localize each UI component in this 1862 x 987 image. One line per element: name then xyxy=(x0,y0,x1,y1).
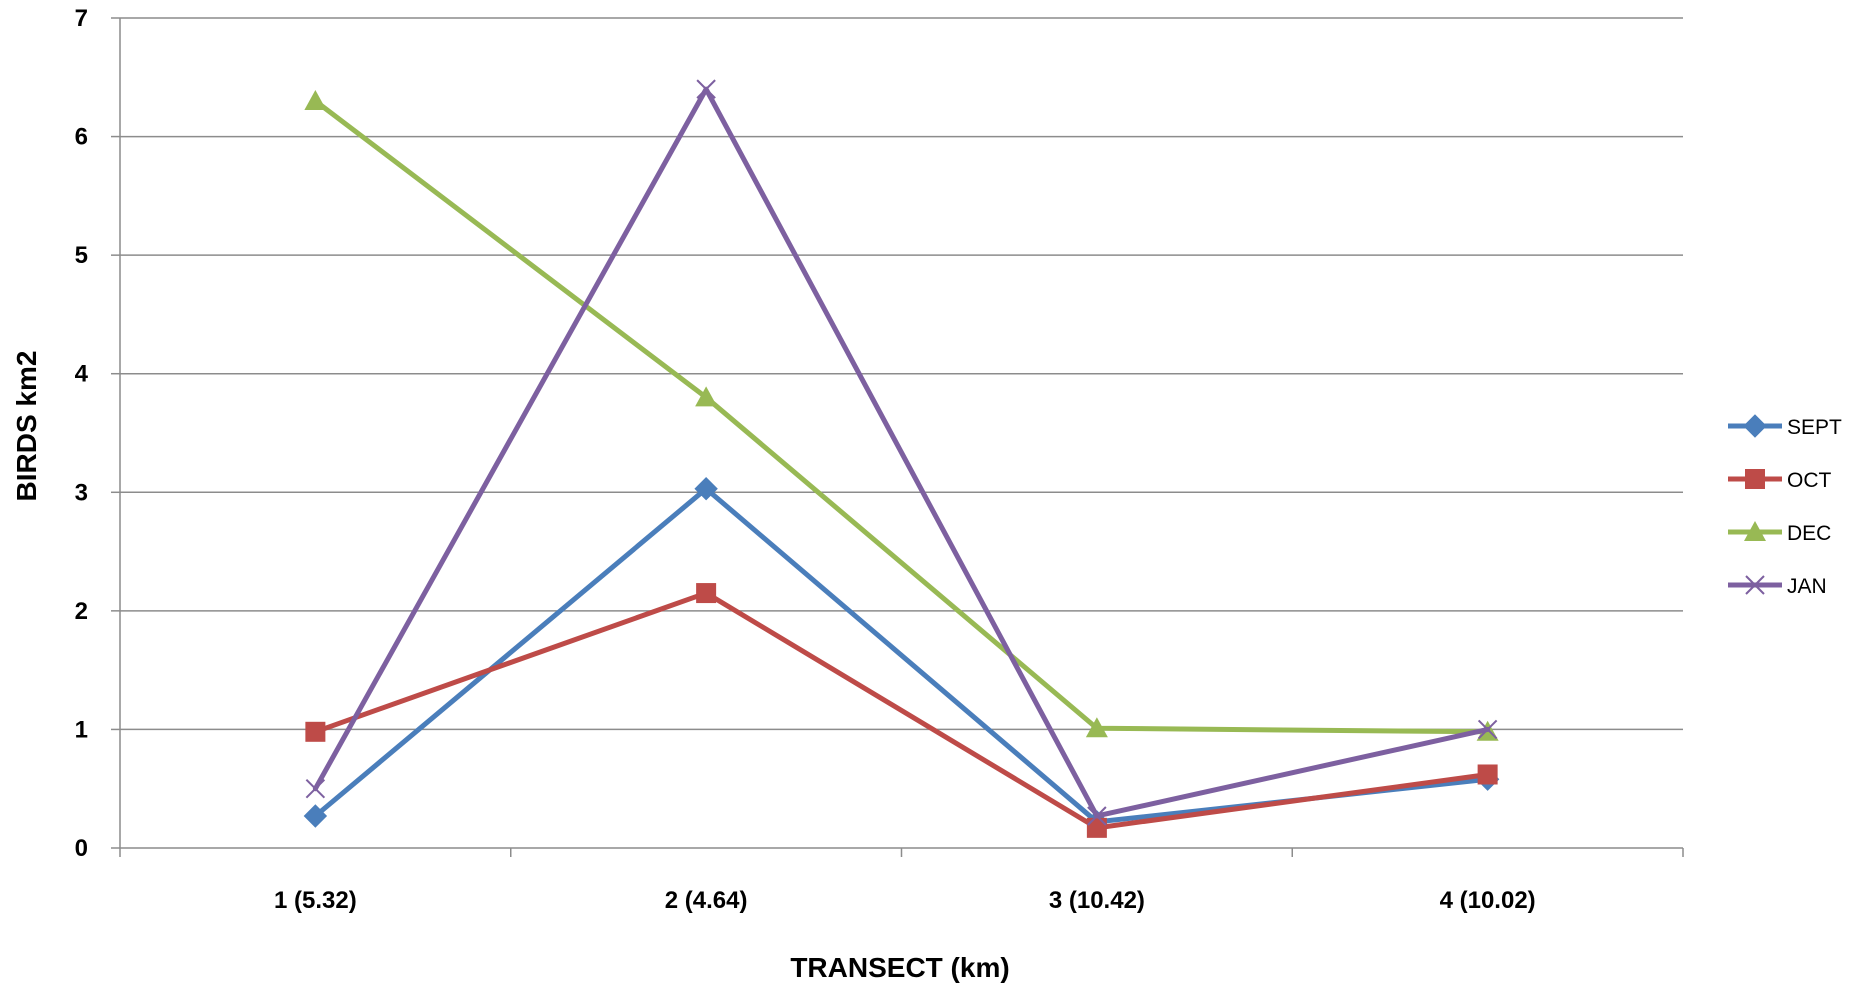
x-axis-title: TRANSECT (km) xyxy=(790,952,1009,983)
y-tick-label: 6 xyxy=(75,124,88,151)
y-tick-label: 4 xyxy=(75,361,89,388)
point-jan-3 xyxy=(1087,806,1107,826)
legend-label: DEC xyxy=(1787,522,1831,545)
point-sept-1 xyxy=(303,804,328,828)
point-oct-4 xyxy=(1477,764,1498,785)
series-jan xyxy=(305,79,1498,826)
point-jan-1-stroke-b xyxy=(305,779,326,799)
point-sept-2 xyxy=(694,477,718,501)
point-jan-2 xyxy=(696,79,716,99)
series-line-oct xyxy=(312,590,1491,831)
point-jan-2-stroke-b xyxy=(696,79,716,99)
point-jan-4-stroke-b xyxy=(1477,719,1498,740)
y-tick-label: 3 xyxy=(75,479,88,506)
series-dec xyxy=(304,90,1499,741)
series-oct xyxy=(305,583,1498,838)
point-jan-3-stroke-b xyxy=(1087,806,1107,826)
series-line-dec xyxy=(312,98,1491,735)
x-tick-label: 4 (10.02) xyxy=(1440,887,1536,914)
point-jan-1 xyxy=(305,779,326,799)
legend-marker-oct xyxy=(1745,469,1765,489)
x-tick-label: 1 (5.32) xyxy=(274,887,357,914)
legend-item-oct: OCT xyxy=(1728,469,1832,492)
series-layer xyxy=(303,79,1500,838)
x-tick-label: 3 (10.42) xyxy=(1049,887,1145,914)
legend-label: OCT xyxy=(1787,469,1832,492)
legend-marker-jan-stroke-b xyxy=(1745,575,1765,595)
legend: SEPT OCT DEC JAN xyxy=(1728,414,1842,598)
series-sept xyxy=(303,477,1500,834)
point-dec-1 xyxy=(304,90,327,110)
legend-marker-dec xyxy=(1744,521,1766,541)
legend-marker-jan xyxy=(1745,575,1765,595)
y-tick-label: 0 xyxy=(75,835,88,862)
y-tick-labels: 0 1 2 3 4 5 6 7 xyxy=(75,5,89,862)
y-axis-title: BIRDS km2 xyxy=(11,351,42,502)
series-line-jan xyxy=(312,86,1491,819)
point-oct-1 xyxy=(305,721,326,742)
legend-item-sept: SEPT xyxy=(1728,414,1842,439)
y-tick-label: 1 xyxy=(75,716,88,743)
x-tick-label: 2 (4.64) xyxy=(665,887,748,914)
point-dec-2 xyxy=(695,386,718,407)
legend-item-jan: JAN xyxy=(1728,575,1827,598)
point-dec-3 xyxy=(1085,717,1108,738)
point-oct-3 xyxy=(1086,817,1107,838)
y-tick-label: 5 xyxy=(75,242,88,269)
point-oct-2 xyxy=(696,583,717,604)
legend-item-dec: DEC xyxy=(1728,521,1831,545)
series-line-sept xyxy=(312,486,1491,825)
point-jan-4 xyxy=(1477,719,1498,740)
legend-label: JAN xyxy=(1787,575,1827,598)
gridlines xyxy=(120,17,1683,731)
x-tick-labels: 1 (5.32) 2 (4.64) 3 (10.42) 4 (10.02) xyxy=(274,887,1536,914)
y-tick-label: 2 xyxy=(75,598,88,625)
y-tick-label: 7 xyxy=(75,5,88,32)
legend-marker-sept xyxy=(1743,414,1767,438)
legend-label: SEPT xyxy=(1787,416,1842,439)
axes xyxy=(111,17,1684,857)
